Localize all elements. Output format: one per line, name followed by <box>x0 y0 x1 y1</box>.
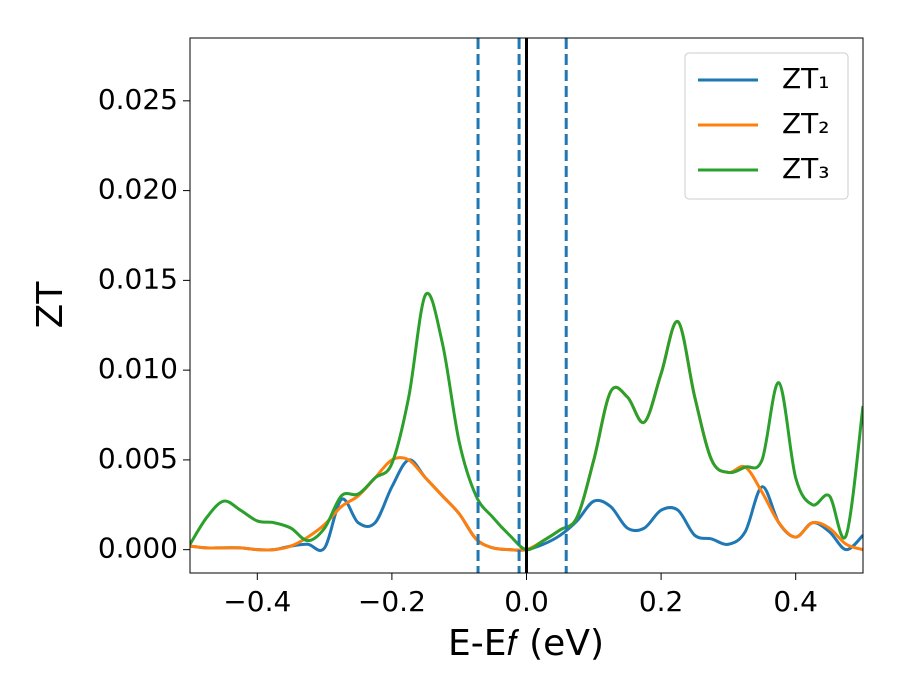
legend-label: ZT₂ <box>782 107 830 140</box>
legend-box <box>684 52 849 200</box>
x-tick-label: −0.2 <box>358 585 426 618</box>
x-tick-label: −0.4 <box>223 585 291 618</box>
y-tick-label: 0.020 <box>98 173 178 206</box>
x-tick-label: 0.2 <box>639 585 684 618</box>
y-tick-label: 0.015 <box>98 262 178 295</box>
y-tick-label: 0.000 <box>98 532 178 565</box>
x-axis-label: E-E𝑓 (eV) <box>448 623 604 664</box>
y-axis-label: ZT <box>30 281 71 329</box>
y-tick-label: 0.010 <box>98 352 178 385</box>
legend-label: ZT₃ <box>782 152 830 185</box>
plot-frame <box>189 37 864 574</box>
x-tick-label: 0.0 <box>504 585 549 618</box>
series-line <box>190 291 863 552</box>
y-tick-label: 0.005 <box>98 442 178 475</box>
y-tick-label: 0.025 <box>98 83 178 116</box>
x-tick-label: 0.4 <box>773 585 818 618</box>
legend-label: ZT₁ <box>782 62 830 95</box>
